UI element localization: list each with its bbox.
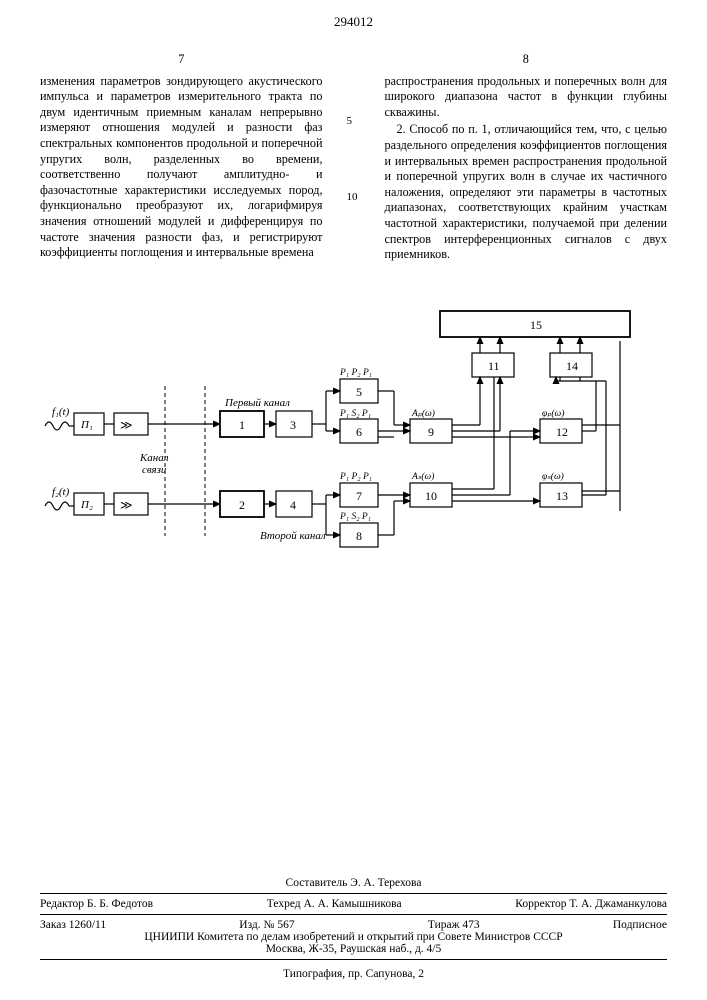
right-column: 8 распространения продольных и поперечны…: [385, 52, 668, 263]
box-p1: П₁: [80, 419, 93, 431]
box-p2: П₂: [80, 499, 93, 511]
addr: Москва, Ж-35, Раушская наб., д. 4/5: [40, 943, 667, 955]
b9: 9: [428, 425, 434, 439]
corrector: Корректор Т. А. Джаманкулова: [515, 898, 667, 910]
b10: 10: [425, 489, 437, 503]
compiler: Составитель Э. А. Терехова: [40, 877, 667, 889]
b14: 14: [566, 359, 578, 373]
footer: Составитель Э. А. Терехова Редактор Б. Б…: [40, 877, 667, 980]
b12t: φₚ(ω): [542, 408, 564, 419]
page-number: 294012: [334, 14, 373, 30]
editor: Редактор Б. Б. Федотов: [40, 898, 153, 910]
text-columns: 7 изменения параметров зондирующего акус…: [40, 52, 667, 263]
b8t: P₁ S₂ P₁: [339, 512, 371, 522]
right-text-1: распространения продольных и поперечных …: [385, 74, 668, 121]
b11: 11: [488, 359, 500, 373]
b7t: P₁ P₂ P₁: [339, 472, 372, 482]
footer-order: Заказ 1260/11 Изд. № 567 Тираж 473 Подпи…: [40, 919, 667, 931]
b6: 6: [356, 425, 362, 439]
order: Заказ 1260/11: [40, 919, 106, 931]
b1: 1: [239, 418, 245, 432]
b13: 13: [556, 489, 568, 503]
label-f1: f₁(t): [52, 406, 70, 418]
b5t: P₁ P₂ P₁: [339, 368, 372, 378]
amp2-icon: ≫: [120, 498, 133, 512]
izd: Изд. № 567: [239, 919, 294, 931]
b10t: Aₛ(ω): [411, 471, 434, 482]
line-markers: 5 10: [347, 52, 361, 263]
b8: 8: [356, 529, 362, 543]
block-diagram: .bx { fill:#fff; stroke:#000; stroke-wid…: [40, 291, 667, 596]
right-text-2: 2. Способ по п. 1, отличающийся тем, что…: [385, 122, 668, 262]
b5: 5: [356, 385, 362, 399]
kanal-label-1: Канал: [139, 452, 169, 464]
left-column: 7 изменения параметров зондирующего акус…: [40, 52, 323, 263]
b7: 7: [356, 489, 362, 503]
label-f2: f₂(t): [52, 486, 70, 498]
line-marker-5: 5: [347, 114, 353, 128]
b3: 3: [290, 418, 296, 432]
footer-credits: Редактор Б. Б. Федотов Техред А. А. Камы…: [40, 898, 667, 910]
b2: 2: [239, 498, 245, 512]
b9t: Aₚ(ω): [411, 408, 435, 419]
b12: 12: [556, 425, 568, 439]
b4: 4: [290, 498, 296, 512]
ch1-label: Первый канал: [224, 397, 290, 409]
kanal-label-2: связи: [142, 464, 167, 476]
b6t: P₁ S₂ P₁: [339, 409, 371, 419]
page: 294012 7 изменения параметров зондирующе…: [0, 0, 707, 1000]
typography: Типография, пр. Сапунова, 2: [40, 968, 667, 980]
left-text: изменения параметров зондирующего акусти…: [40, 74, 323, 261]
podpisnoe: Подписное: [613, 919, 667, 931]
b15: 15: [530, 318, 542, 332]
right-col-number: 8: [385, 52, 668, 68]
org: ЦНИИПИ Комитета по делам изобретений и о…: [40, 931, 667, 943]
amp1-icon: ≫: [120, 418, 133, 432]
left-col-number: 7: [40, 52, 323, 68]
diagram-svg: .bx { fill:#fff; stroke:#000; stroke-wid…: [40, 291, 667, 591]
line-marker-10: 10: [347, 190, 358, 204]
ch2-label: Второй канал: [260, 530, 326, 542]
tirazh: Тираж 473: [428, 919, 480, 931]
tech: Техред А. А. Камышникова: [267, 898, 402, 910]
b13t: φₛ(ω): [542, 471, 564, 482]
